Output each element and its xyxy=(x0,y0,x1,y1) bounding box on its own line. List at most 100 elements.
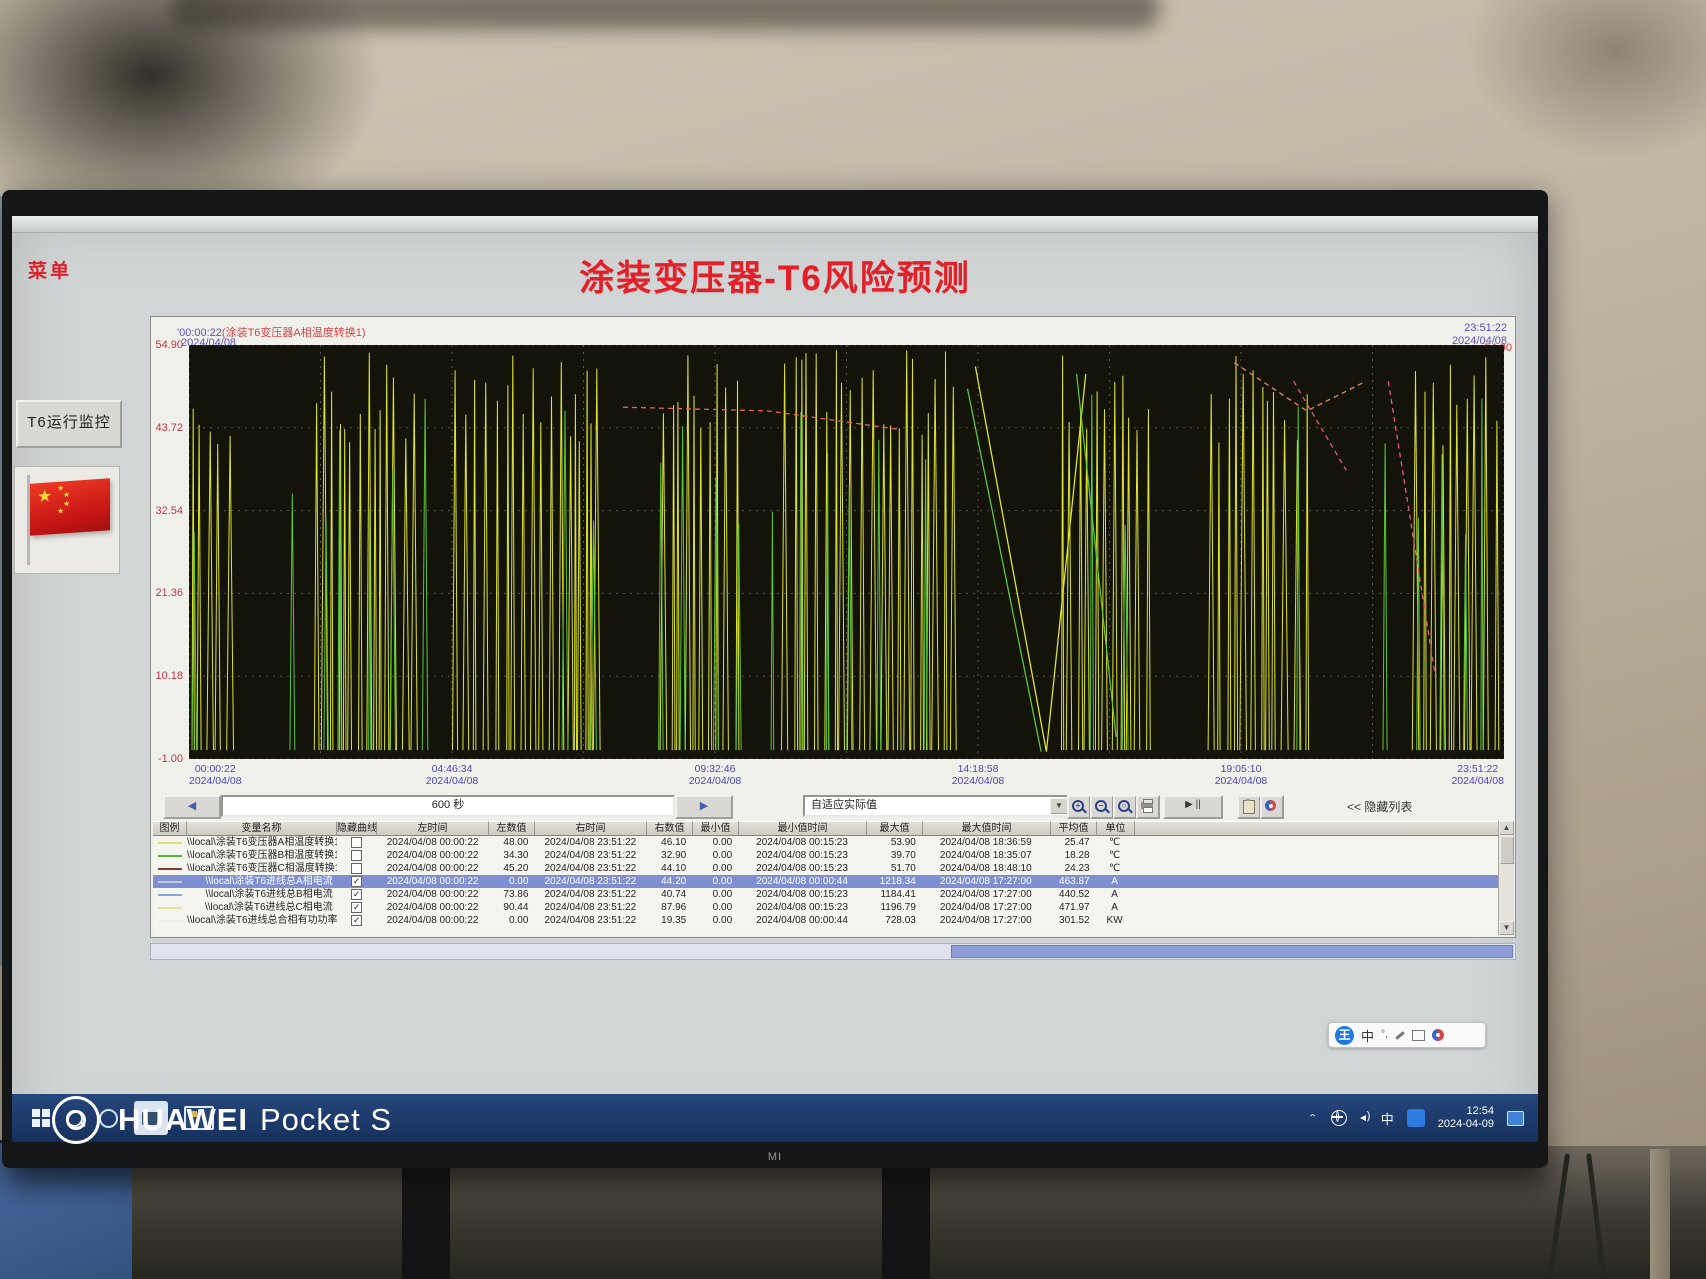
sidebar-item-t6-monitor[interactable]: T6运行监控 xyxy=(16,400,122,448)
ime-language-toggle[interactable]: 中 xyxy=(1361,1028,1375,1044)
cell-right_val: 87.96 xyxy=(661,902,687,913)
x-axis: 00:00:22 2024/04/08 04:46:34 2024/04/08 09:3… xyxy=(189,763,1504,789)
cell-name: \\local\涂装T6变压器C相温度转换1 xyxy=(186,863,337,874)
tv-bezel: MI 菜单 涂装变压器-T6风险预测 T6运行监控 ★ ★ ★ ★ ★ '00:… xyxy=(2,190,1548,1168)
hide-curve-checkbox[interactable]: ✓ xyxy=(351,889,363,900)
table-row[interactable]: \\local\涂装T6变压器C相温度转换1 2024/04/08 00:00:2… xyxy=(153,862,1499,875)
table-vertical-scrollbar[interactable]: ▲ ▼ xyxy=(1498,821,1514,935)
column-header[interactable]: 左时间 xyxy=(377,821,489,836)
hide-curve-checkbox[interactable] xyxy=(337,849,377,862)
chevron-down-icon[interactable]: ▼ xyxy=(1050,798,1068,814)
x-tick-label: 14:18:58 2024/04/08 xyxy=(951,763,1005,787)
cell-max_time: 2024/04/08 17:27:00 xyxy=(939,889,1032,900)
scroll-down-icon[interactable]: ▼ xyxy=(1499,921,1514,935)
scrollbar-thumb[interactable] xyxy=(951,945,1513,958)
horizontal-scrollbar[interactable] xyxy=(150,943,1516,960)
next-icon[interactable]: ▶ xyxy=(675,795,733,819)
hide-curve-checkbox[interactable]: ✓ xyxy=(351,915,363,926)
cell-max: 53.90 xyxy=(890,837,916,848)
globe-icon[interactable] xyxy=(1330,1110,1347,1126)
column-header[interactable]: 右数值 xyxy=(647,821,693,836)
menu-label[interactable]: 菜单 xyxy=(28,261,73,282)
y-axis: 54.90 43.72 32.54 21.36 10.18 -1.00 xyxy=(151,339,185,765)
copy-icon[interactable] xyxy=(1237,795,1261,819)
hide-curve-checkbox[interactable] xyxy=(337,862,377,875)
column-header[interactable]: 图例 xyxy=(153,821,187,836)
hide-curve-checkbox[interactable]: ✓ xyxy=(351,876,363,887)
clock[interactable]: 12:54 2024-04-09 xyxy=(1437,1105,1494,1130)
tray-language[interactable]: 中 xyxy=(1380,1111,1394,1127)
hide-list-button[interactable]: << 隐藏列表 xyxy=(1347,800,1413,814)
cell-max_time: 2024/04/08 18:36:59 xyxy=(939,837,1032,848)
cell-max: 1218.34 xyxy=(879,876,916,887)
interval-field[interactable]: 600 秒 xyxy=(221,795,675,817)
tv-stand-leg xyxy=(882,1164,930,1279)
table-row[interactable]: \\local\涂装T6变压器B相温度转换1 2024/04/08 00:00:2… xyxy=(153,849,1499,862)
cortana-icon[interactable] xyxy=(99,1108,118,1128)
column-header[interactable]: 右时间 xyxy=(535,821,647,836)
cell-min: 0.00 xyxy=(712,889,733,900)
cell-max: 39.70 xyxy=(890,850,916,861)
scrollbar-thumb[interactable] xyxy=(1500,836,1514,864)
play-pause-icon[interactable]: ▶ || xyxy=(1163,795,1223,819)
cell-avg: 24.23 xyxy=(1064,863,1090,874)
column-header[interactable]: 平均值 xyxy=(1051,821,1097,836)
zoom-reset-icon[interactable]: ○ xyxy=(1113,795,1137,819)
table-row[interactable]: \\local\涂装T6进线总合相有功功率 ✓ 2024/04/08 00:00:2… xyxy=(153,914,1499,927)
table-row[interactable]: \\local\涂装T6进线总B相电流 ✓ 2024/04/08 00:00:22 7… xyxy=(153,888,1499,901)
cell-name: \\local\涂装T6进线总A相电流 xyxy=(205,876,333,887)
column-header[interactable]: 变量名称 xyxy=(187,821,337,836)
start-icon[interactable] xyxy=(32,1109,50,1127)
table-filler xyxy=(153,927,1499,935)
cell-filler xyxy=(1134,862,1499,875)
column-header[interactable]: 左数值 xyxy=(489,821,535,836)
scroll-up-icon[interactable]: ▲ xyxy=(1499,821,1514,835)
window-top-strip xyxy=(12,216,1538,233)
hide-curve-checkbox[interactable] xyxy=(337,836,377,849)
cell-max_time: 2024/04/08 18:48:10 xyxy=(939,863,1032,874)
cell-left_time: 2024/04/08 00:00:22 xyxy=(386,837,479,848)
ime-logo-icon[interactable]: 王 xyxy=(1335,1025,1354,1045)
settings-wheel-icon[interactable] xyxy=(1431,1029,1444,1041)
settings-icon[interactable] xyxy=(1260,795,1284,819)
page-title: 涂装变压器-T6风险预测 xyxy=(579,259,971,298)
cell-unit: A xyxy=(1111,889,1118,900)
mode-combobox[interactable]: 自适应实际值 ▼ xyxy=(803,795,1071,817)
y-tick-label: 21.36 xyxy=(155,587,183,600)
zoom-in-icon[interactable]: + xyxy=(1067,795,1091,819)
zoom-out-icon[interactable]: − xyxy=(1090,795,1114,819)
column-header[interactable]: 最大值 xyxy=(867,821,923,836)
pen-icon[interactable] xyxy=(1395,1030,1405,1040)
column-header[interactable]: 最小值时间 xyxy=(739,821,867,836)
table-row[interactable]: \\local\涂装T6进线总A相电流 ✓ 2024/04/08 00:00:22 0… xyxy=(153,875,1499,888)
table-row[interactable]: \\local\涂装T6变压器A相温度转换1 2024/04/08 00:00:2… xyxy=(153,836,1499,849)
cell-right_time: 2024/04/08 23:51:22 xyxy=(544,863,637,874)
column-header[interactable]: 最大值时间 xyxy=(923,821,1051,836)
prev-icon[interactable]: ◀ xyxy=(163,795,221,819)
cell-left_time: 2024/04/08 00:00:22 xyxy=(386,850,479,861)
volume-icon[interactable] xyxy=(1359,1110,1370,1123)
cell-left_time: 2024/04/08 00:00:22 xyxy=(386,889,479,900)
punctuation-icon[interactable]: °, xyxy=(1381,1029,1388,1040)
notification-icon[interactable] xyxy=(1507,1110,1524,1126)
print-icon[interactable] xyxy=(1136,795,1160,819)
y-tick-label: 10.18 xyxy=(155,670,183,683)
cell-right_val: 44.10 xyxy=(661,863,687,874)
table-row[interactable]: \\local\涂装T6进线总C相电流 ✓ 2024/04/08 00:00:22 9… xyxy=(153,901,1499,914)
cell-name: \\local\涂装T6进线总B相电流 xyxy=(205,889,333,900)
active-app-icon[interactable] xyxy=(134,1101,168,1135)
cell-left_val: 34.30 xyxy=(503,850,529,861)
trend-plot[interactable] xyxy=(189,345,1504,759)
app-icon[interactable] xyxy=(184,1106,214,1130)
hide-curve-checkbox[interactable]: ✓ xyxy=(351,902,363,913)
column-header[interactable]: 最小值 xyxy=(693,821,739,836)
cell-left_time: 2024/04/08 00:00:22 xyxy=(386,902,479,913)
ime-badge-icon[interactable] xyxy=(1406,1109,1425,1127)
board-icon[interactable] xyxy=(1411,1029,1425,1041)
cell-left_time: 2024/04/08 00:00:22 xyxy=(386,876,479,887)
chevron-up-icon[interactable]: ⌃ xyxy=(1307,1112,1318,1124)
column-header[interactable]: 隐藏曲线 xyxy=(337,821,377,836)
column-header[interactable]: 单位 xyxy=(1097,821,1135,836)
cell-min_time: 2024/04/08 00:15:23 xyxy=(756,863,848,874)
